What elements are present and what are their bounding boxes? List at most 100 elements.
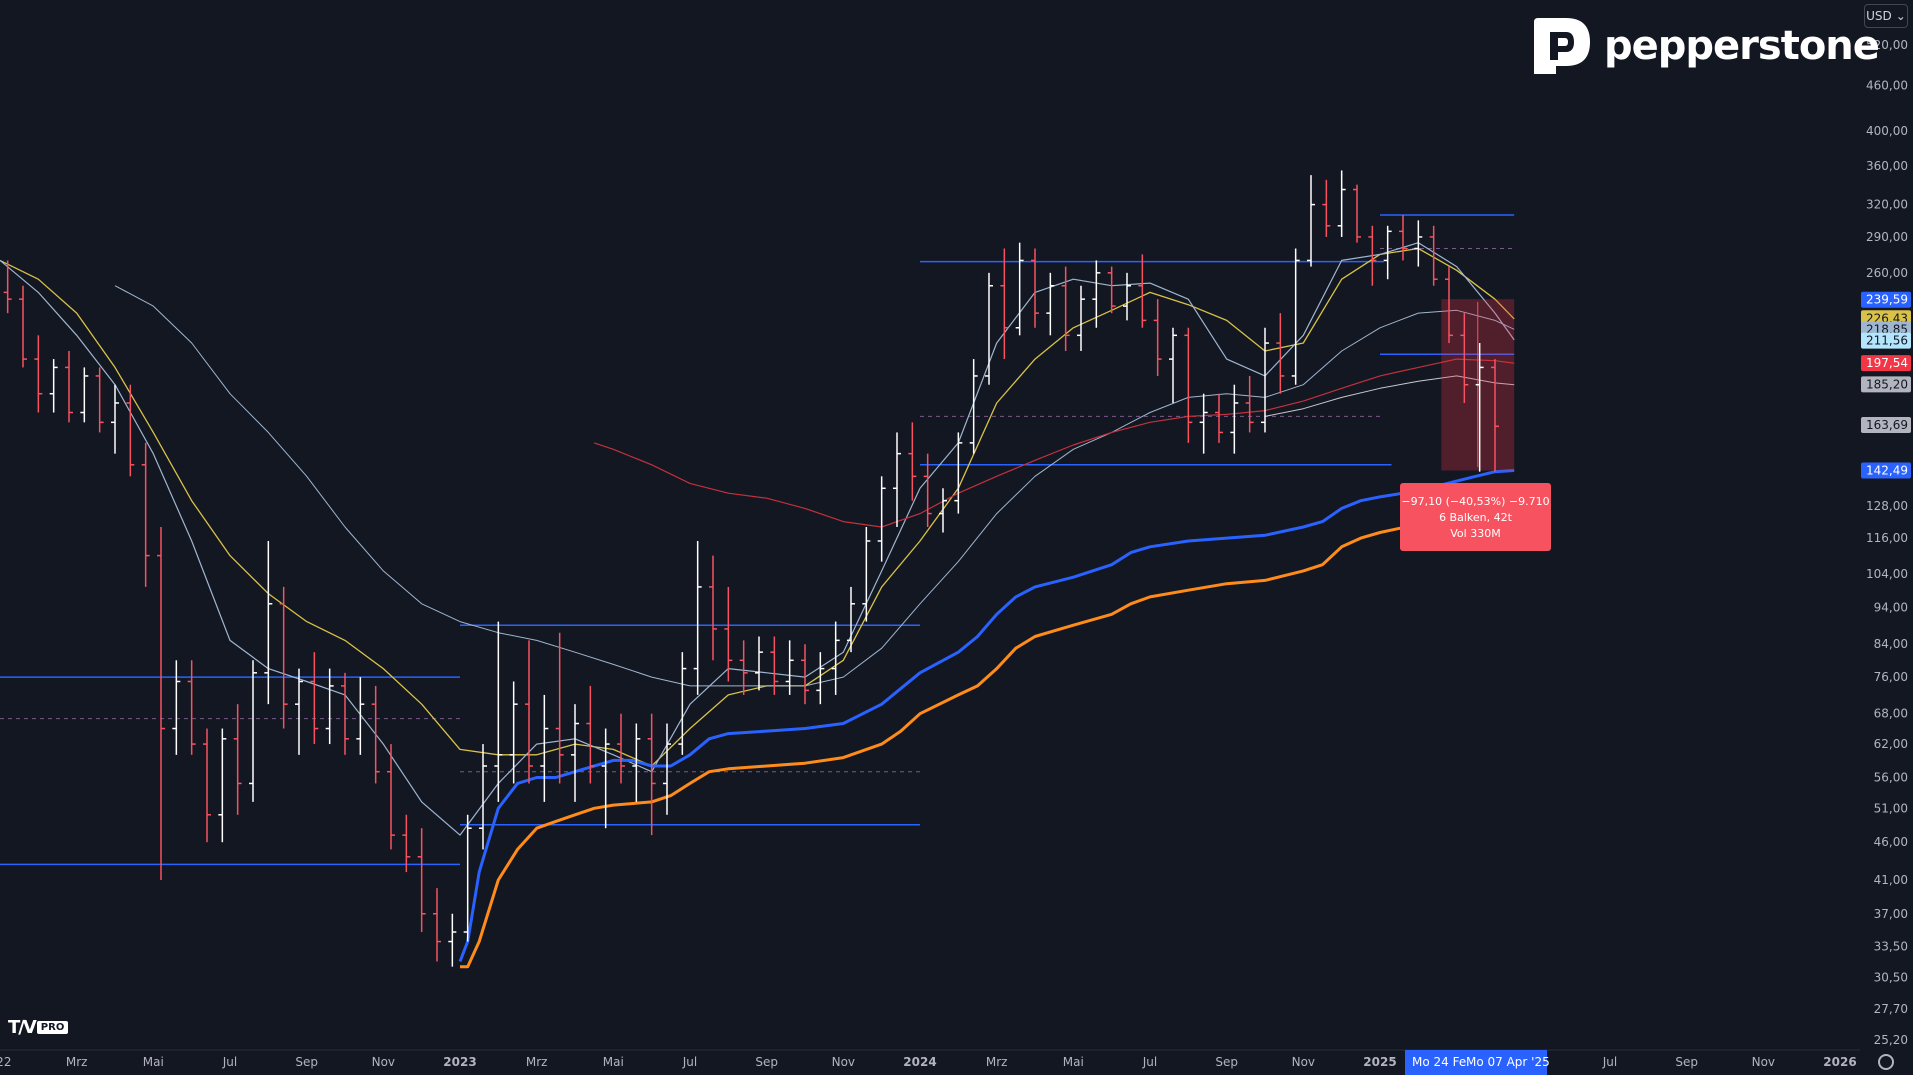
- ohlc-bar: [1429, 225, 1438, 286]
- x-tick-label: Jul: [682, 1055, 697, 1069]
- pepperstone-logo-icon: [1534, 18, 1590, 74]
- ohlc-bar: [1077, 285, 1085, 351]
- chevron-down-icon: ⌄: [1895, 9, 1906, 23]
- ohlc-bar: [1414, 220, 1423, 267]
- x-tick-label: Sep: [295, 1055, 318, 1069]
- ohlc-bar: [862, 526, 871, 622]
- ohlc-bar: [1092, 260, 1101, 328]
- x-tick-label: Mai: [1063, 1055, 1084, 1069]
- ohlc-bar: [985, 272, 993, 385]
- ohlc-bar: [709, 555, 717, 661]
- price-axis[interactable]: 520,00 460,00 400,00 360,00 320,00 290,00 260,…: [1866, 38, 1908, 1047]
- ohlc-bar: [724, 586, 733, 682]
- ohlc-bar: [1491, 359, 1499, 472]
- ohlc-bar: [785, 640, 794, 695]
- y-tick-label: 94,00: [1874, 600, 1908, 614]
- ma-line-1: [0, 242, 1515, 836]
- y-tick-label: 84,00: [1874, 637, 1908, 651]
- ohlc-bar: [157, 526, 165, 881]
- ohlc-bar: [586, 685, 595, 784]
- svg-text:185,20: 185,20: [1866, 377, 1908, 391]
- y-tick-label: 320,00: [1866, 198, 1908, 212]
- ma-line-2: [114, 285, 1515, 687]
- x-tick-label: 2024: [903, 1055, 936, 1069]
- ohlc-bar: [49, 359, 58, 413]
- x-tick-label: Mrz: [526, 1055, 548, 1069]
- ohlc-bar: [1169, 327, 1177, 403]
- ohlc-bar: [463, 814, 472, 942]
- ohlc-bar: [1123, 272, 1131, 321]
- y-tick-label: 25,20: [1874, 1033, 1908, 1047]
- y-tick-label: 104,00: [1866, 567, 1908, 581]
- ohlc-bar: [295, 668, 303, 755]
- ohlc-bar: [1353, 184, 1361, 243]
- svg-text:211,56: 211,56: [1866, 334, 1908, 348]
- x-tick-label: 022: [0, 1055, 11, 1069]
- y-tick-label: 116,00: [1866, 531, 1908, 545]
- y-tick-label: 41,00: [1874, 873, 1908, 887]
- x-tick-label: Nov: [1752, 1055, 1775, 1069]
- x-tick-label: Mrz: [986, 1055, 1008, 1069]
- ohlc-bar: [939, 488, 947, 533]
- ohlc-bar: [249, 660, 257, 802]
- ohlc-bar: [831, 621, 840, 695]
- ohlc-bar: [770, 636, 779, 695]
- ohlc-bar: [126, 384, 135, 477]
- ohlc-bar: [1245, 375, 1254, 433]
- x-tick-label: Jul: [1602, 1055, 1617, 1069]
- ohlc-bar: [1153, 299, 1162, 376]
- ma-line-6: [460, 500, 1515, 969]
- ohlc-bar: [1322, 179, 1331, 237]
- ohlc-bar: [1291, 248, 1300, 385]
- ohlc-bar: [233, 704, 242, 815]
- ohlc-bar: [1184, 327, 1193, 443]
- y-tick-label: 290,00: [1866, 230, 1908, 244]
- y-tick-label: 400,00: [1866, 124, 1908, 138]
- measurement-volume: Vol 330M: [1450, 526, 1501, 540]
- ohlc-bar: [19, 285, 27, 368]
- x-tick-label: Sep: [1675, 1055, 1698, 1069]
- ohlc-bar: [601, 728, 610, 829]
- x-tick-label: Sep: [755, 1055, 778, 1069]
- y-tick-label: 30,50: [1874, 970, 1908, 984]
- brand-watermark: pepperstone: [1530, 16, 1880, 76]
- ohlc-bar: [801, 644, 809, 705]
- ohlc-bar: [816, 652, 825, 705]
- x-tick-label: Nov: [372, 1055, 395, 1069]
- moving-average-lines: [0, 242, 1515, 969]
- measurement-change: −97,10 (−40,53%) −9.710: [1401, 494, 1550, 508]
- ohlc-bar: [893, 432, 901, 527]
- price-tag: 197,54: [1861, 355, 1911, 372]
- ohlc-bar: [908, 422, 917, 501]
- ohlc-bar: [1307, 175, 1315, 267]
- ohlc-bar: [65, 350, 73, 423]
- ohlc-bar: [187, 660, 196, 755]
- settings-icon[interactable]: [1878, 1054, 1894, 1070]
- ohlc-bar: [433, 888, 441, 962]
- ohlc-bar: [969, 359, 978, 454]
- brand-name: pepperstone: [1604, 23, 1880, 69]
- ohlc-bar: [141, 442, 150, 587]
- x-tick-label: Mrz: [66, 1055, 88, 1069]
- ohlc-bar: [1199, 393, 1208, 454]
- date-range-start: Mo 24 Fe: [1412, 1055, 1467, 1069]
- y-tick-label: 51,00: [1874, 801, 1908, 815]
- ohlc-bar: [203, 728, 211, 843]
- ohlc-bar: [693, 540, 702, 695]
- currency-selector[interactable]: USD ⌄: [1864, 4, 1908, 28]
- price-tag: 163,69: [1861, 416, 1911, 433]
- ohlc-bar: [923, 453, 932, 527]
- ohlc-bar: [1276, 313, 1285, 394]
- svg-text:163,69: 163,69: [1866, 418, 1908, 432]
- ohlc-bar: [1046, 272, 1055, 336]
- time-axis[interactable]: 022 Mrz Mai Jul Sep Nov 2023 Mrz Mai Jul Sep Nov 202…: [0, 1049, 1860, 1069]
- svg-text:239,59: 239,59: [1866, 293, 1908, 307]
- ohlc-bar: [80, 367, 89, 423]
- ohlc-bar: [555, 632, 564, 784]
- x-tick-label: Nov: [832, 1055, 855, 1069]
- ohlc-bar: [1368, 225, 1377, 286]
- ohlc-bar: [448, 913, 457, 967]
- ohlc-bar: [341, 672, 349, 755]
- ohlc-bar: [1399, 215, 1407, 261]
